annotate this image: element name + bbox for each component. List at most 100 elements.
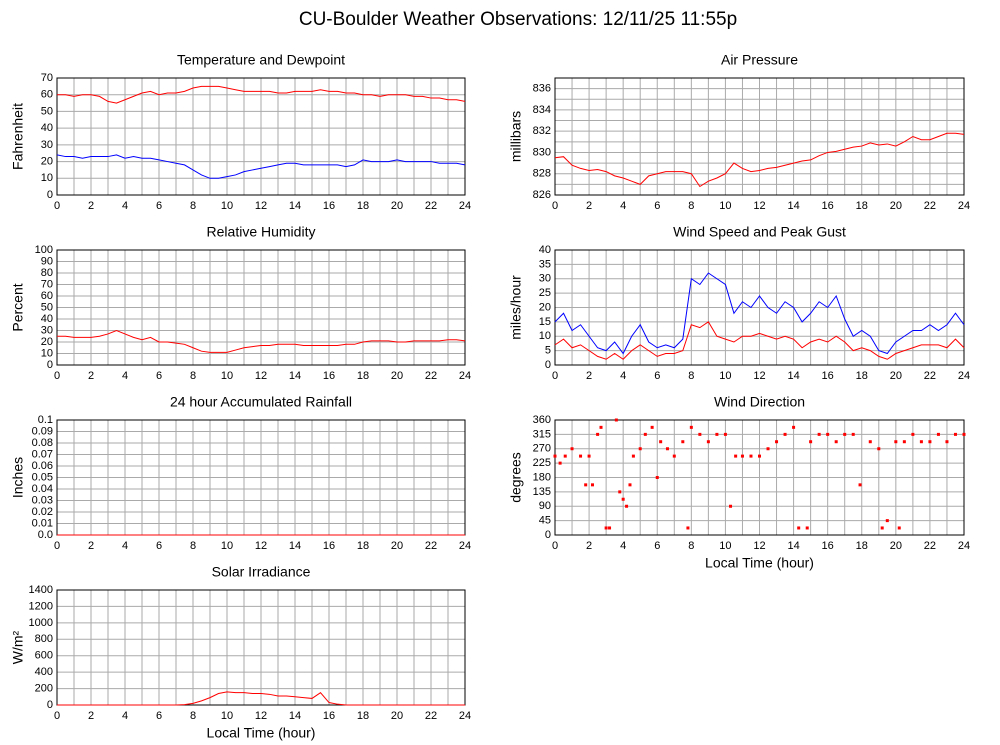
x-tick-label: 10 [221,200,233,212]
y-tick-label: 20 [41,155,53,167]
data-point [734,454,738,458]
data-point [902,440,906,444]
y-tick-label: 15 [539,316,551,328]
y-tick-label: 200 [35,682,53,694]
data-point [894,440,898,444]
y-tick-label: 800 [35,633,53,645]
y-tick-label: 90 [41,255,53,267]
y-tick-label: 40 [539,244,551,256]
data-point [962,432,966,436]
x-tick-label: 16 [822,370,834,382]
x-tick-label: 0 [552,200,558,212]
x-tick-label: 20 [391,710,403,722]
plot-frame [56,77,466,196]
y-tick-label: 60 [41,89,53,101]
y-tick-label: 40 [41,122,53,134]
y-tick-label: 135 [533,486,551,498]
y-tick-label: 100 [35,244,53,256]
y-tick-label: 360 [533,414,551,426]
data-point [877,447,881,451]
y-tick-label: 270 [533,443,551,455]
x-tick-label: 0 [54,370,60,382]
y-tick-label: 836 [533,83,551,95]
y-tick-label: 40 [41,313,53,325]
x-tick-label: 12 [255,710,267,722]
x-tick-label: 2 [586,370,592,382]
data-point [604,526,608,530]
chart-title: Air Pressure [721,52,798,68]
y-tick-label: 0 [47,359,53,371]
x-tick-label: 16 [323,200,335,212]
x-tick-label: 24 [958,370,970,382]
x-tick-label: 6 [156,370,162,382]
main-title: CU-Boulder Weather Observations: 12/11/2… [299,9,737,30]
y-axis-label: Percent [10,283,26,331]
x-tick-label: 6 [654,200,660,212]
y-tick-label: 180 [533,471,551,483]
data-point [826,432,830,436]
y-tick-label: 30 [41,139,53,151]
y-tick-label: 60 [41,290,53,302]
y-tick-label: 80 [41,267,53,279]
x-tick-label: 10 [719,200,731,212]
x-tick-label: 14 [289,540,301,552]
x-tick-label: 6 [156,200,162,212]
data-line [554,132,965,188]
x-tick-label: 2 [88,370,94,382]
x-tick-label: 2 [586,540,592,552]
data-point [584,483,588,487]
x-tick-label: 22 [425,370,437,382]
data-point [885,519,889,523]
x-tick-label: 14 [289,200,301,212]
x-tick-label: 24 [459,540,471,552]
data-point [558,461,562,465]
x-tick-label: 4 [620,370,626,382]
x-axis-label: Local Time (hour) [207,725,316,741]
y-tick-label: 70 [41,278,53,290]
y-tick-label: 0.01 [32,517,53,529]
x-tick-label: 16 [323,710,335,722]
data-point [621,497,625,501]
data-point [749,454,753,458]
data-point [797,526,801,530]
data-point [843,432,847,436]
x-tick-label: 10 [221,710,233,722]
y-tick-label: 0.02 [32,506,53,518]
data-point [650,425,654,429]
x-tick-label: 20 [391,540,403,552]
y-tick-label: 10 [41,347,53,359]
x-tick-label: 16 [822,540,834,552]
y-tick-label: 1400 [29,584,53,596]
x-tick-label: 12 [255,200,267,212]
plot-frame [554,77,965,196]
y-tick-label: 0.08 [32,437,53,449]
x-tick-label: 10 [221,370,233,382]
data-line [57,329,466,353]
data-point [758,454,761,458]
y-tick-label: 315 [533,428,551,440]
y-tick-label: 0 [545,359,551,371]
x-tick-label: 4 [122,370,128,382]
y-axis-label: millibars [508,111,524,162]
x-axis-label: Local Time (hour) [705,555,814,571]
y-tick-label: 400 [35,666,53,678]
x-tick-label: 20 [391,200,403,212]
x-tick-label: 14 [289,710,301,722]
y-axis-label: W/m² [10,630,26,664]
y-tick-label: 830 [533,146,551,158]
chart-title: Wind Direction [714,394,805,410]
y-tick-label: 20 [41,336,53,348]
chart-title: Wind Speed and Peak Gust [673,224,846,240]
x-tick-label: 24 [958,540,970,552]
x-tick-label: 24 [459,370,471,382]
chart-title: 24 hour Accumulated Rainfall [170,394,352,410]
data-point [723,432,727,436]
x-tick-label: 8 [190,710,196,722]
data-point [553,454,557,458]
y-tick-label: 10 [539,330,551,342]
data-point [953,432,957,436]
y-tick-label: 0.04 [32,483,53,495]
data-line [57,691,465,706]
y-tick-label: 20 [539,301,551,313]
data-point [631,454,635,458]
